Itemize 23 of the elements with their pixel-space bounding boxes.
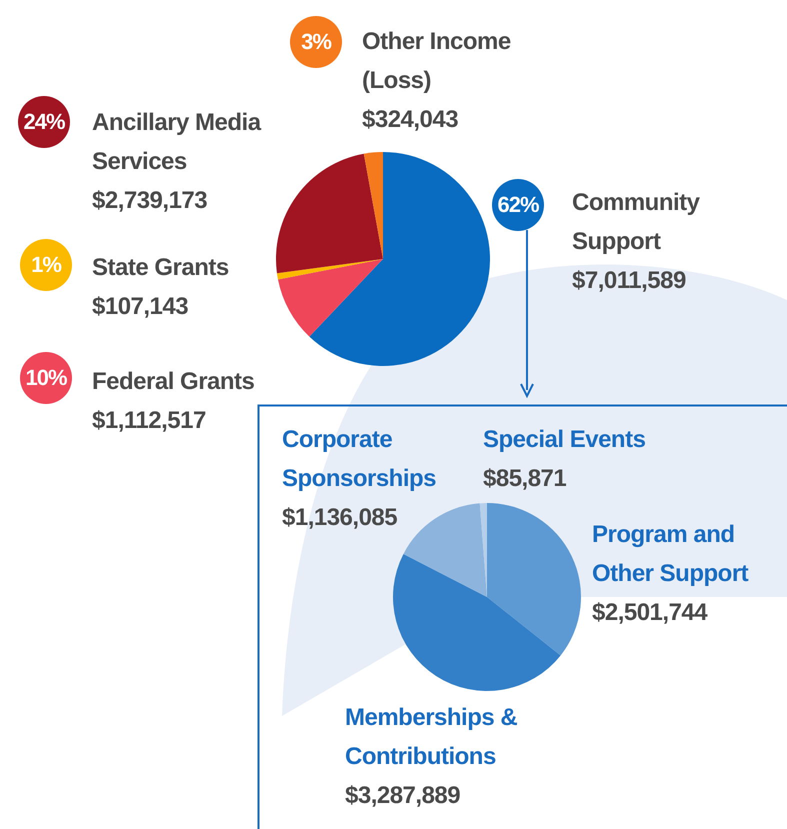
text: 24% bbox=[23, 109, 65, 134]
data-label: $85,871 bbox=[483, 464, 568, 494]
data-label: $1,136,085 bbox=[282, 503, 398, 533]
text: 62% bbox=[497, 192, 539, 217]
data-label: $324,043 bbox=[362, 105, 460, 135]
text: 3% bbox=[301, 29, 331, 54]
data-label: $1,112,517 bbox=[92, 407, 206, 434]
slice-label: Memberships & Contributions bbox=[345, 703, 518, 772]
slice-label: Program and Other Support bbox=[592, 520, 750, 589]
legend-label: Other Income (Loss) bbox=[362, 27, 512, 96]
data-label: $2,739,173 bbox=[92, 186, 208, 216]
text: 1% bbox=[31, 252, 61, 277]
legend-label: Community Support bbox=[572, 188, 701, 257]
data-label: $3,287,889 bbox=[345, 781, 462, 811]
data-label: $2,501,744 bbox=[592, 598, 708, 628]
slice-label: Special Events bbox=[483, 425, 646, 455]
slice-label: Corporate Sponsorships bbox=[282, 425, 438, 494]
data-label: $107,143 bbox=[92, 292, 190, 322]
legend-label: Ancillary Media Services bbox=[92, 108, 262, 177]
legend-label: Federal Grants bbox=[92, 367, 256, 397]
text: 10% bbox=[25, 365, 67, 390]
legend-label: State Grants bbox=[92, 253, 230, 283]
data-label: $7,011,589 bbox=[572, 266, 687, 296]
